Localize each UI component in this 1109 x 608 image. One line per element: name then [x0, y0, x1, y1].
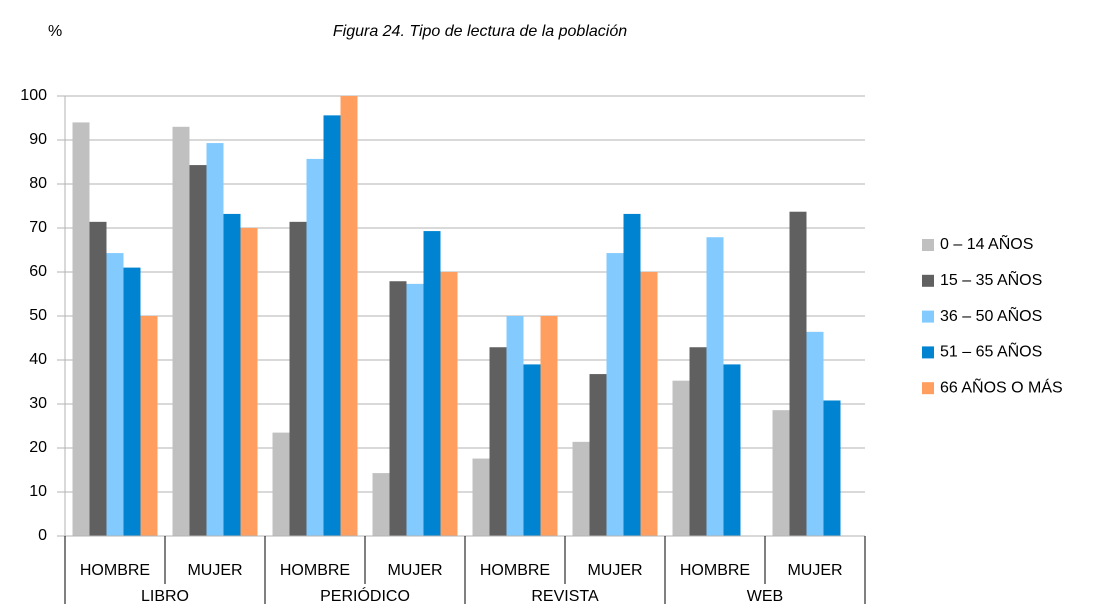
x-tick-label: MUJER — [587, 562, 642, 579]
bar — [340, 96, 358, 536]
y-tick-label: 40 — [29, 351, 47, 368]
y-tick-label: 30 — [29, 395, 47, 412]
y-tick-label: 90 — [29, 131, 47, 148]
bar — [589, 374, 607, 536]
bar — [89, 221, 107, 536]
bar — [272, 432, 290, 536]
bar — [172, 126, 190, 537]
bar — [240, 228, 258, 536]
bar — [423, 231, 441, 536]
bar — [723, 364, 741, 536]
group-label: REVISTA — [531, 588, 599, 605]
bar — [689, 347, 707, 536]
legend-label: 66 AÑOS O MÁS — [940, 376, 1063, 396]
x-tick-label: HOMBRE — [280, 562, 350, 579]
bar — [489, 347, 507, 536]
legend-label: 51 – 65 AÑOS — [940, 341, 1042, 361]
y-tick-label: 100 — [20, 87, 47, 104]
x-tick-label: MUJER — [387, 562, 442, 579]
legend-swatch — [922, 239, 934, 251]
y-tick-label: 0 — [38, 527, 47, 544]
y-tick-label: 70 — [29, 219, 47, 236]
bar — [440, 272, 458, 536]
bar — [140, 316, 158, 536]
legend-swatch — [922, 310, 934, 323]
legend-label: 15 – 35 AÑOS — [940, 269, 1042, 289]
bar — [106, 253, 124, 536]
group-label: WEB — [747, 588, 783, 605]
y-tick-label: 10 — [29, 483, 47, 500]
bar — [540, 316, 558, 536]
bar — [323, 115, 341, 537]
bar — [806, 331, 824, 536]
bar — [472, 458, 490, 536]
bar — [640, 272, 658, 536]
bar — [623, 213, 641, 537]
bar — [206, 143, 224, 536]
legend-swatch — [922, 382, 934, 395]
group-label: PERIÓDICO — [320, 586, 410, 605]
bar — [389, 281, 407, 536]
bar — [672, 380, 690, 536]
y-tick-label: 80 — [29, 175, 47, 192]
bar — [306, 158, 324, 537]
chart-title: Figura 24. Tipo de lectura de la poblaci… — [333, 23, 627, 40]
y-tick-label: 60 — [29, 263, 47, 280]
bar — [223, 213, 241, 537]
bar — [123, 267, 141, 536]
bar — [506, 316, 524, 536]
bar — [406, 283, 424, 536]
bar — [606, 253, 624, 536]
bar — [772, 410, 790, 536]
y-tick-label: 50 — [29, 307, 47, 324]
x-tick-label: HOMBRE — [680, 562, 750, 579]
legend-swatch — [922, 274, 934, 287]
bar — [372, 473, 390, 536]
bar — [823, 400, 841, 536]
legend-label: 0 – 14 AÑOS — [940, 233, 1033, 253]
x-tick-label: MUJER — [787, 562, 842, 579]
bar — [789, 211, 807, 536]
bar — [572, 441, 590, 536]
x-tick-label: MUJER — [187, 562, 242, 579]
bar — [706, 237, 724, 537]
legend-swatch — [922, 346, 934, 359]
y-axis-label: % — [48, 23, 62, 40]
bar — [523, 364, 541, 536]
bar — [289, 221, 307, 536]
x-tick-label: HOMBRE — [480, 562, 550, 579]
bar — [189, 165, 207, 536]
bar — [72, 122, 90, 537]
group-label: LIBRO — [141, 588, 189, 605]
x-tick-label: HOMBRE — [80, 562, 150, 579]
y-tick-label: 20 — [29, 439, 47, 456]
legend-label: 36 – 50 AÑOS — [940, 305, 1042, 325]
